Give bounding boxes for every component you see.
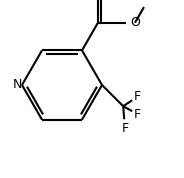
Text: F: F [134,108,141,121]
Text: N: N [12,78,22,91]
Text: F: F [122,122,129,135]
Text: F: F [134,90,141,103]
Text: O: O [130,16,140,29]
